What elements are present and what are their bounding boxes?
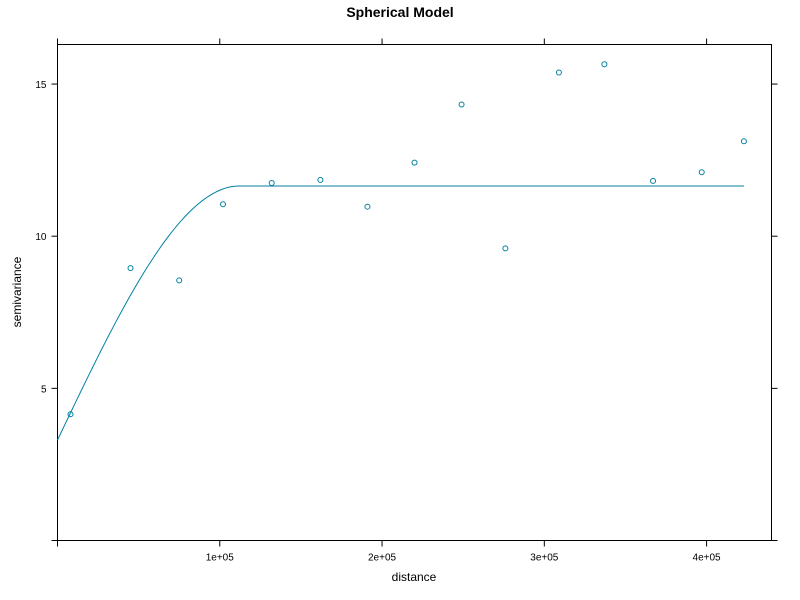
- data-point: [650, 177, 657, 184]
- y-tick-label: 10: [35, 232, 47, 243]
- data-point: [364, 203, 371, 210]
- data-point: [502, 245, 509, 252]
- data-point: [67, 411, 74, 418]
- data-point: [411, 159, 418, 166]
- data-point: [176, 277, 183, 284]
- data-point: [268, 179, 275, 186]
- y-axis-label: semivariance: [10, 256, 24, 327]
- data-point: [740, 138, 747, 145]
- data-point: [698, 169, 705, 176]
- data-point: [555, 69, 562, 76]
- data-point: [601, 61, 608, 68]
- x-tick-label: 3e+05: [530, 553, 559, 564]
- x-tick-label: 4e+05: [693, 553, 722, 564]
- data-points: [67, 61, 747, 418]
- plot-frame: [57, 44, 772, 541]
- axis-tick-labels: 1e+05 2e+05 3e+05 4e+05 5 10 15: [35, 80, 721, 563]
- chart-title: Spherical Model: [346, 4, 453, 20]
- x-tick-label: 1e+05: [206, 553, 235, 564]
- y-tick-label: 15: [35, 80, 47, 91]
- data-point: [127, 265, 134, 272]
- axis-ticks: [51, 38, 778, 547]
- x-tick-label: 2e+05: [368, 553, 397, 564]
- data-point: [458, 101, 465, 108]
- model-curve: [57, 185, 744, 441]
- y-tick-label: 5: [41, 384, 47, 395]
- x-axis-label: distance: [392, 570, 437, 584]
- data-point: [220, 201, 227, 208]
- data-point: [317, 176, 324, 183]
